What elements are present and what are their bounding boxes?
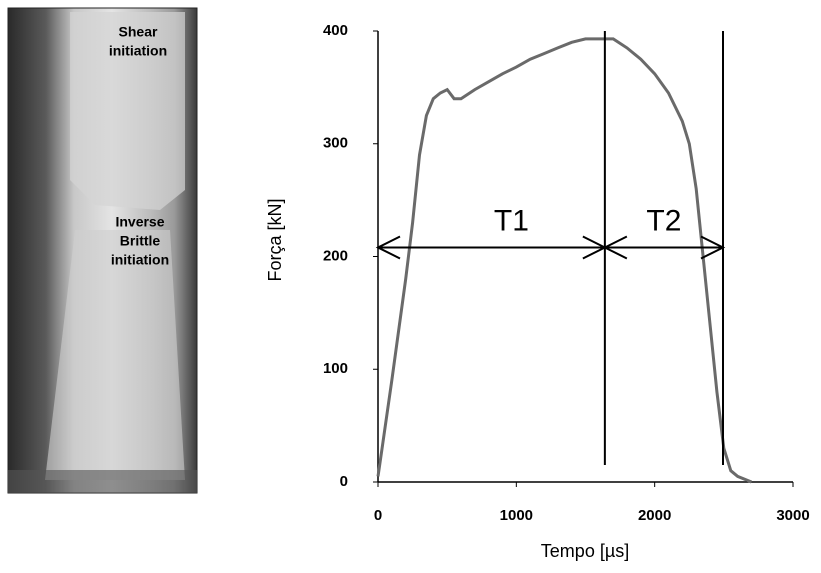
fracture-zone: [45, 230, 185, 480]
x-tick-label: 2000: [638, 507, 671, 524]
photo-label: Brittle: [120, 233, 161, 249]
y-tick-label: 200: [323, 247, 348, 264]
y-tick-label: 400: [323, 22, 348, 39]
photo-label: initiation: [109, 43, 167, 59]
photo-label: initiation: [111, 252, 169, 268]
arrow-head: [700, 235, 726, 260]
x-tick-label: 0: [374, 507, 382, 524]
arrow-head: [602, 235, 628, 260]
x-tick-label: 3000: [776, 507, 809, 524]
interval-label: T1: [494, 204, 529, 237]
x-tick-label: 1000: [500, 507, 533, 524]
y-tick-label: 100: [323, 360, 348, 377]
photo-label: Inverse: [115, 214, 164, 230]
x-axis-label: Tempo [µs]: [541, 541, 629, 561]
photo-labels: Shear initiation Inverse Brittle initiation: [109, 24, 169, 268]
y-axis-label: Força [kN]: [265, 198, 285, 281]
y-tick-label: 300: [323, 135, 348, 152]
photo-base: [8, 470, 197, 493]
photo-label: Shear: [119, 24, 158, 40]
shear-zone: [70, 12, 185, 210]
specimen-photo: [7, 7, 198, 494]
y-tick-label: 0: [340, 473, 348, 490]
force-curve: [376, 37, 753, 484]
interval-label: T2: [646, 204, 681, 237]
arrow-head: [375, 235, 401, 260]
